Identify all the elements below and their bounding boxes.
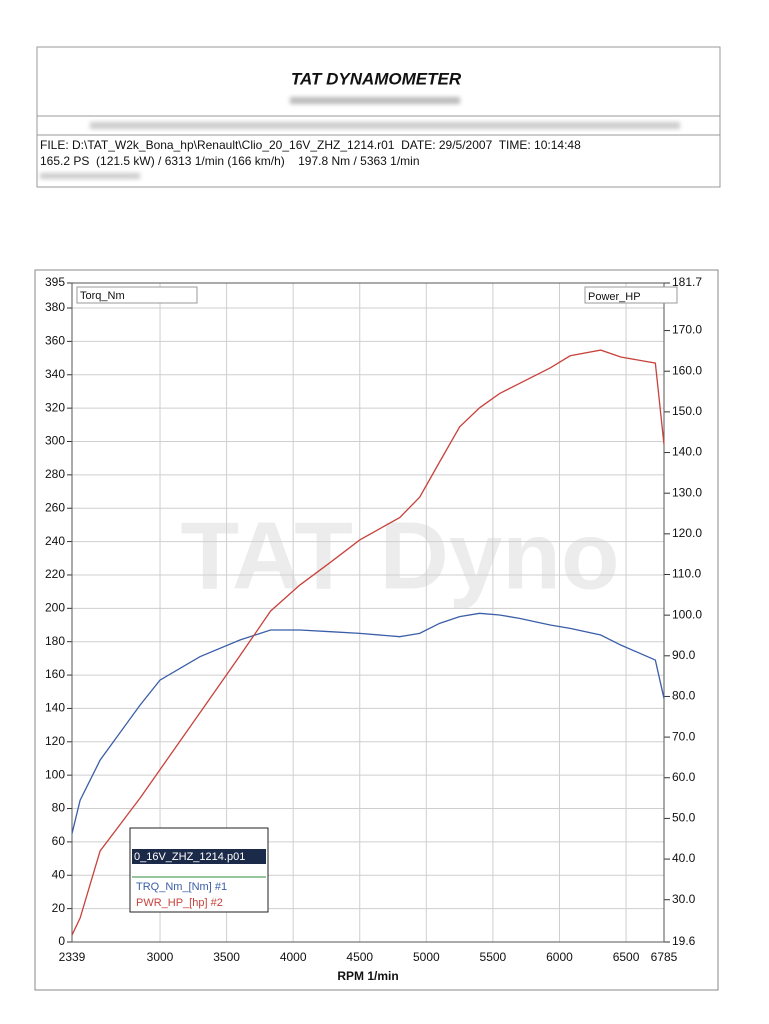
y-tick-label: 0 — [58, 934, 65, 948]
y2-tick-label: 130.0 — [672, 485, 702, 499]
obscured-text — [40, 173, 140, 179]
y2-tick-label: 19.6 — [672, 934, 696, 948]
y-tick-label: 80 — [52, 801, 66, 815]
y-tick-label: 200 — [45, 601, 65, 615]
y-tick-label: 160 — [45, 667, 65, 681]
x-tick-label: 5500 — [480, 950, 507, 964]
y-tick-label: 180 — [45, 634, 65, 648]
y2-tick-label: 120.0 — [672, 526, 702, 540]
x-tick-label: 3500 — [213, 950, 240, 964]
y2-tick-label: 150.0 — [672, 404, 702, 418]
x-tick-label: 2339 — [59, 950, 86, 964]
y2-tick-label: 80.0 — [672, 689, 696, 703]
watermark: TAT Dyno — [180, 502, 619, 609]
x-tick-label: 4000 — [280, 950, 307, 964]
y2-tick-label: 181.7 — [672, 275, 702, 289]
y-tick-label: 320 — [45, 400, 65, 414]
x-tick-label: 4500 — [346, 950, 373, 964]
y2-tick-label: 40.0 — [672, 851, 696, 865]
series-line — [71, 612, 665, 834]
y2-tick-label: 90.0 — [672, 648, 696, 662]
obscured-text — [90, 122, 680, 129]
y2-tick-label: 60.0 — [672, 770, 696, 784]
y2-tick-label: 30.0 — [672, 892, 696, 906]
y-tick-label: 240 — [45, 534, 65, 548]
header-title: TAT DYNAMOMETER — [291, 69, 462, 88]
x-tick-label: 6500 — [613, 950, 640, 964]
y-tick-label: 220 — [45, 567, 65, 581]
y-tick-label: 40 — [52, 867, 66, 881]
y-tick-label: 380 — [45, 300, 65, 314]
y-tick-label: 340 — [45, 367, 65, 381]
y-tick-label: 120 — [45, 734, 65, 748]
y-tick-label: 260 — [45, 500, 65, 514]
y-tick-label: 300 — [45, 434, 65, 448]
y-tick-label: 280 — [45, 467, 65, 481]
y-tick-label: 360 — [45, 334, 65, 348]
y2-tick-label: 50.0 — [672, 811, 696, 825]
y-tick-label: 395 — [45, 275, 65, 289]
y2-tick-label: 70.0 — [672, 729, 696, 743]
plot-border — [71, 282, 665, 943]
x-tick-label: 5000 — [413, 950, 440, 964]
axis-label-box — [584, 286, 678, 304]
result-line: 165.2 PS (121.5 kW) / 6313 1/min (166 km… — [40, 154, 420, 168]
y-tick-label: 20 — [52, 901, 66, 915]
x-tick-label: 3000 — [147, 950, 174, 964]
header-box — [36, 46, 721, 188]
axis-label-box — [76, 286, 198, 304]
obscured-text — [290, 97, 460, 104]
y-tick-label: 140 — [45, 701, 65, 715]
legend-entry: TRQ_Nm_[Nm] #1 — [136, 881, 227, 893]
x-tick-label: 6000 — [546, 950, 573, 964]
y-tick-label: 60 — [52, 834, 66, 848]
y-axis-label: Torq_Nm — [80, 290, 125, 302]
y2-tick-label: 110.0 — [672, 567, 701, 581]
legend-entry: PWR_HP_[hp] #2 — [136, 897, 223, 909]
y2-axis-label: Power_HP — [588, 291, 641, 303]
legend-box — [129, 827, 269, 913]
y2-tick-label: 160.0 — [672, 363, 702, 377]
y2-tick-label: 170.0 — [672, 323, 702, 337]
y-tick-label: 100 — [45, 767, 65, 781]
y2-tick-label: 100.0 — [672, 607, 702, 621]
legend-title: 0_16V_ZHZ_1214.p01 — [134, 851, 245, 863]
x-axis-label: RPM 1/min — [337, 969, 398, 983]
y2-tick-label: 140.0 — [672, 445, 702, 459]
x-tick-label: 6785 — [651, 950, 678, 964]
series-line — [71, 349, 665, 936]
legend-title-bar — [132, 849, 266, 864]
file-line: FILE: D:\TAT_W2k_Bona_hp\Renault\Clio_20… — [40, 138, 581, 152]
